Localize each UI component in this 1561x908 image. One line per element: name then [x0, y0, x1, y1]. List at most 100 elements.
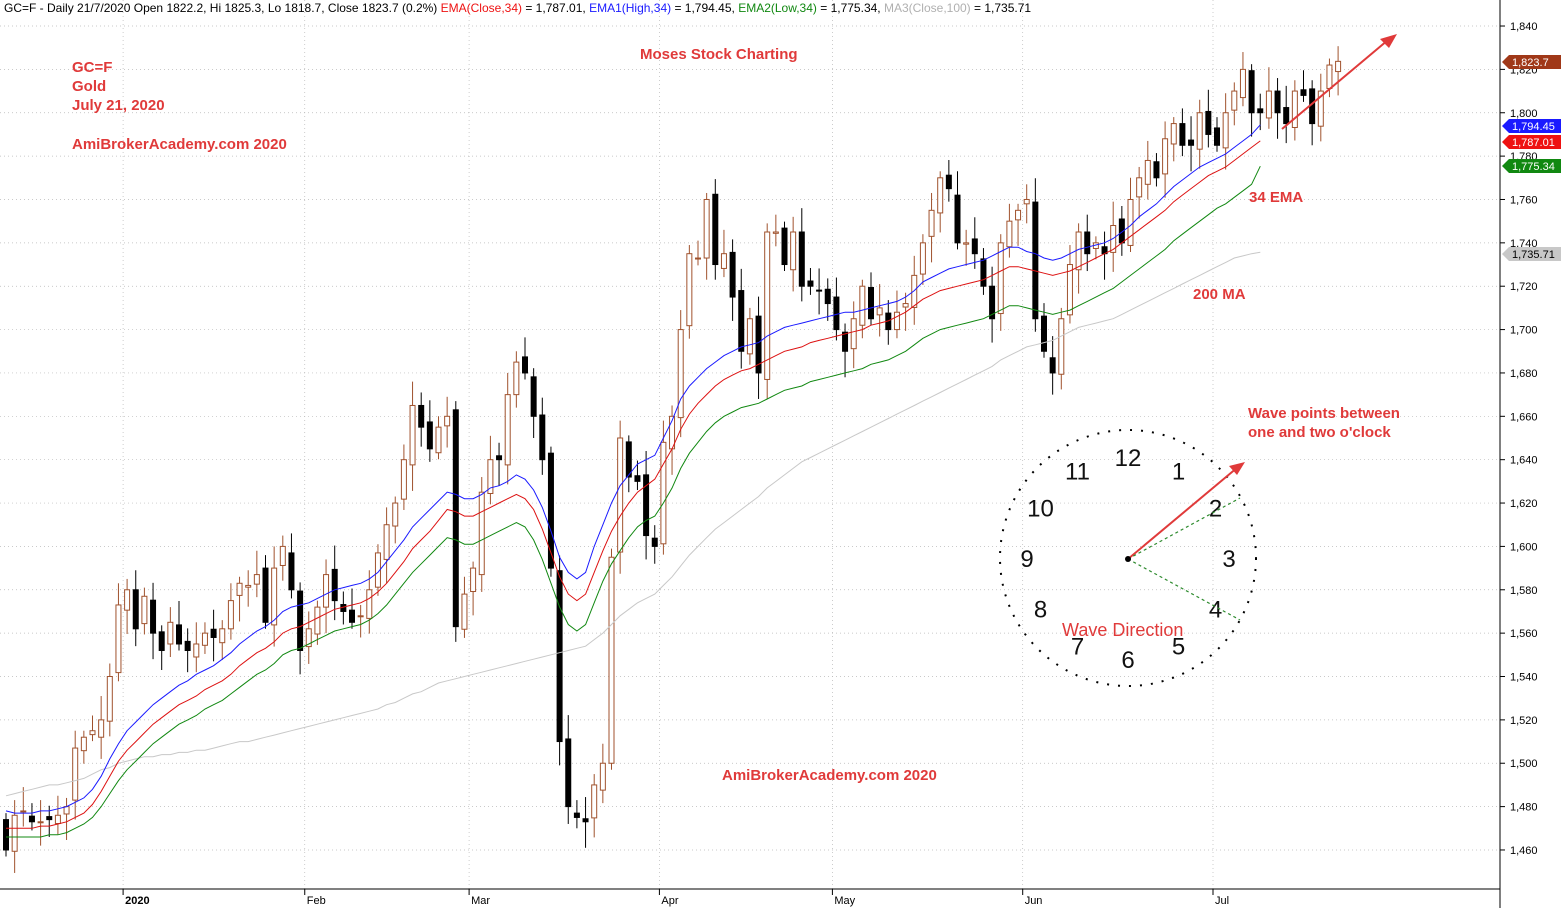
candle	[288, 533, 295, 599]
candle	[893, 290, 900, 339]
candle	[582, 797, 589, 848]
annotation-ma-note: 200 MA	[1193, 286, 1246, 303]
price-tag-label: 1,735.71	[1512, 249, 1555, 261]
candle	[625, 435, 632, 493]
candle	[868, 272, 874, 326]
candle	[565, 715, 572, 824]
candle	[1058, 307, 1065, 390]
candle	[816, 268, 823, 315]
chart-header: GC=F - Daily 21/7/2020 Open 1822.2, Hi 1…	[4, 1, 1032, 15]
candle	[945, 160, 952, 202]
candle	[1231, 82, 1238, 126]
y-tick-label: 1,700	[1510, 325, 1538, 337]
candle	[400, 444, 407, 510]
candle	[383, 507, 390, 584]
clock-number: 1	[1172, 459, 1185, 486]
y-tick-label: 1,600	[1510, 541, 1538, 553]
clock-number: 10	[1027, 496, 1054, 523]
candle	[842, 323, 849, 378]
candle	[729, 239, 736, 321]
candle	[357, 604, 364, 638]
candle	[461, 576, 468, 638]
candle	[997, 234, 1004, 331]
x-tick-label: Jun	[1025, 895, 1043, 907]
price-tags: 1,823.7 1,794.45 1,787.01 1,775.34 1,735.71	[1502, 55, 1561, 261]
trend-arrow	[1281, 34, 1397, 130]
candle	[807, 268, 814, 295]
candle	[608, 548, 615, 770]
candle	[106, 663, 113, 737]
candle	[132, 570, 139, 647]
candle	[720, 229, 727, 278]
annotation-ema-note: 34 EMA	[1249, 189, 1304, 206]
annotation-wave-note-2: one and two o'clock	[1248, 424, 1391, 441]
header-ema1-value: = 1,794.45,	[674, 1, 735, 15]
price-tag: 1,735.71	[1502, 247, 1561, 261]
annotation-name: Gold	[72, 78, 107, 95]
x-tick-label: May	[834, 895, 855, 907]
candle	[418, 392, 425, 447]
candle	[150, 582, 157, 660]
clock-hand-red	[1127, 466, 1239, 560]
price-tag: 1,787.01	[1502, 135, 1561, 149]
ema-low-34-line	[6, 165, 1261, 838]
candle	[167, 607, 174, 657]
candle	[28, 803, 35, 831]
candle	[1274, 78, 1281, 139]
candle	[1084, 214, 1091, 272]
candle	[297, 582, 304, 675]
y-tick-label: 1,540	[1510, 672, 1538, 684]
candle	[634, 460, 641, 491]
y-tick-label: 1,620	[1510, 498, 1538, 510]
candle	[1300, 70, 1307, 102]
annotation-wave-note-1: Wave points between	[1248, 405, 1400, 422]
candle	[591, 774, 598, 838]
candlestick-series	[3, 46, 1342, 873]
y-tick-label: 1,460	[1510, 845, 1538, 857]
candle	[859, 279, 866, 339]
candle	[80, 730, 87, 764]
clock-number: 8	[1034, 597, 1047, 624]
candle	[374, 544, 381, 596]
annotation-symbol: GC=F	[72, 59, 113, 76]
candle	[193, 622, 200, 673]
candle	[746, 307, 753, 365]
candle	[219, 620, 226, 661]
candle	[89, 715, 96, 742]
clock-number: 12	[1115, 445, 1142, 472]
y-tick-label: 1,680	[1510, 368, 1538, 380]
candle	[1179, 108, 1186, 157]
header-ma3-value: = 1,735.71	[974, 1, 1032, 15]
candle	[366, 570, 373, 634]
candle	[504, 372, 511, 485]
annotation-date: July 21, 2020	[72, 97, 165, 114]
y-tick-label: 1,560	[1510, 628, 1538, 640]
y-tick-label: 1,520	[1510, 715, 1538, 727]
candle	[989, 266, 996, 343]
candle	[98, 696, 105, 759]
candle	[1136, 166, 1143, 219]
y-tick-label: 1,800	[1510, 108, 1538, 120]
candle	[738, 268, 745, 369]
candle	[703, 192, 710, 280]
candle	[426, 400, 433, 462]
x-tick-label: 2020	[125, 895, 149, 907]
candle	[1023, 184, 1030, 224]
candle	[1015, 203, 1022, 246]
candle	[20, 787, 27, 827]
moving-average-lines	[5, 124, 1261, 838]
clock-number: 3	[1222, 546, 1235, 573]
header-ema2-value: = 1,775.34,	[820, 1, 881, 15]
annotation-site-top: AmiBrokerAcademy.com 2020	[72, 136, 287, 153]
candle	[210, 609, 217, 662]
x-tick-label: Apr	[661, 895, 678, 907]
candle	[305, 611, 312, 664]
candle	[876, 284, 883, 337]
candle	[798, 208, 805, 302]
clock-center	[1125, 556, 1131, 562]
candle	[651, 525, 658, 564]
candle	[478, 477, 485, 592]
price-tag-label: 1,787.01	[1512, 137, 1555, 149]
annotation-site-bottom: AmiBrokerAcademy.com 2020	[722, 767, 937, 784]
